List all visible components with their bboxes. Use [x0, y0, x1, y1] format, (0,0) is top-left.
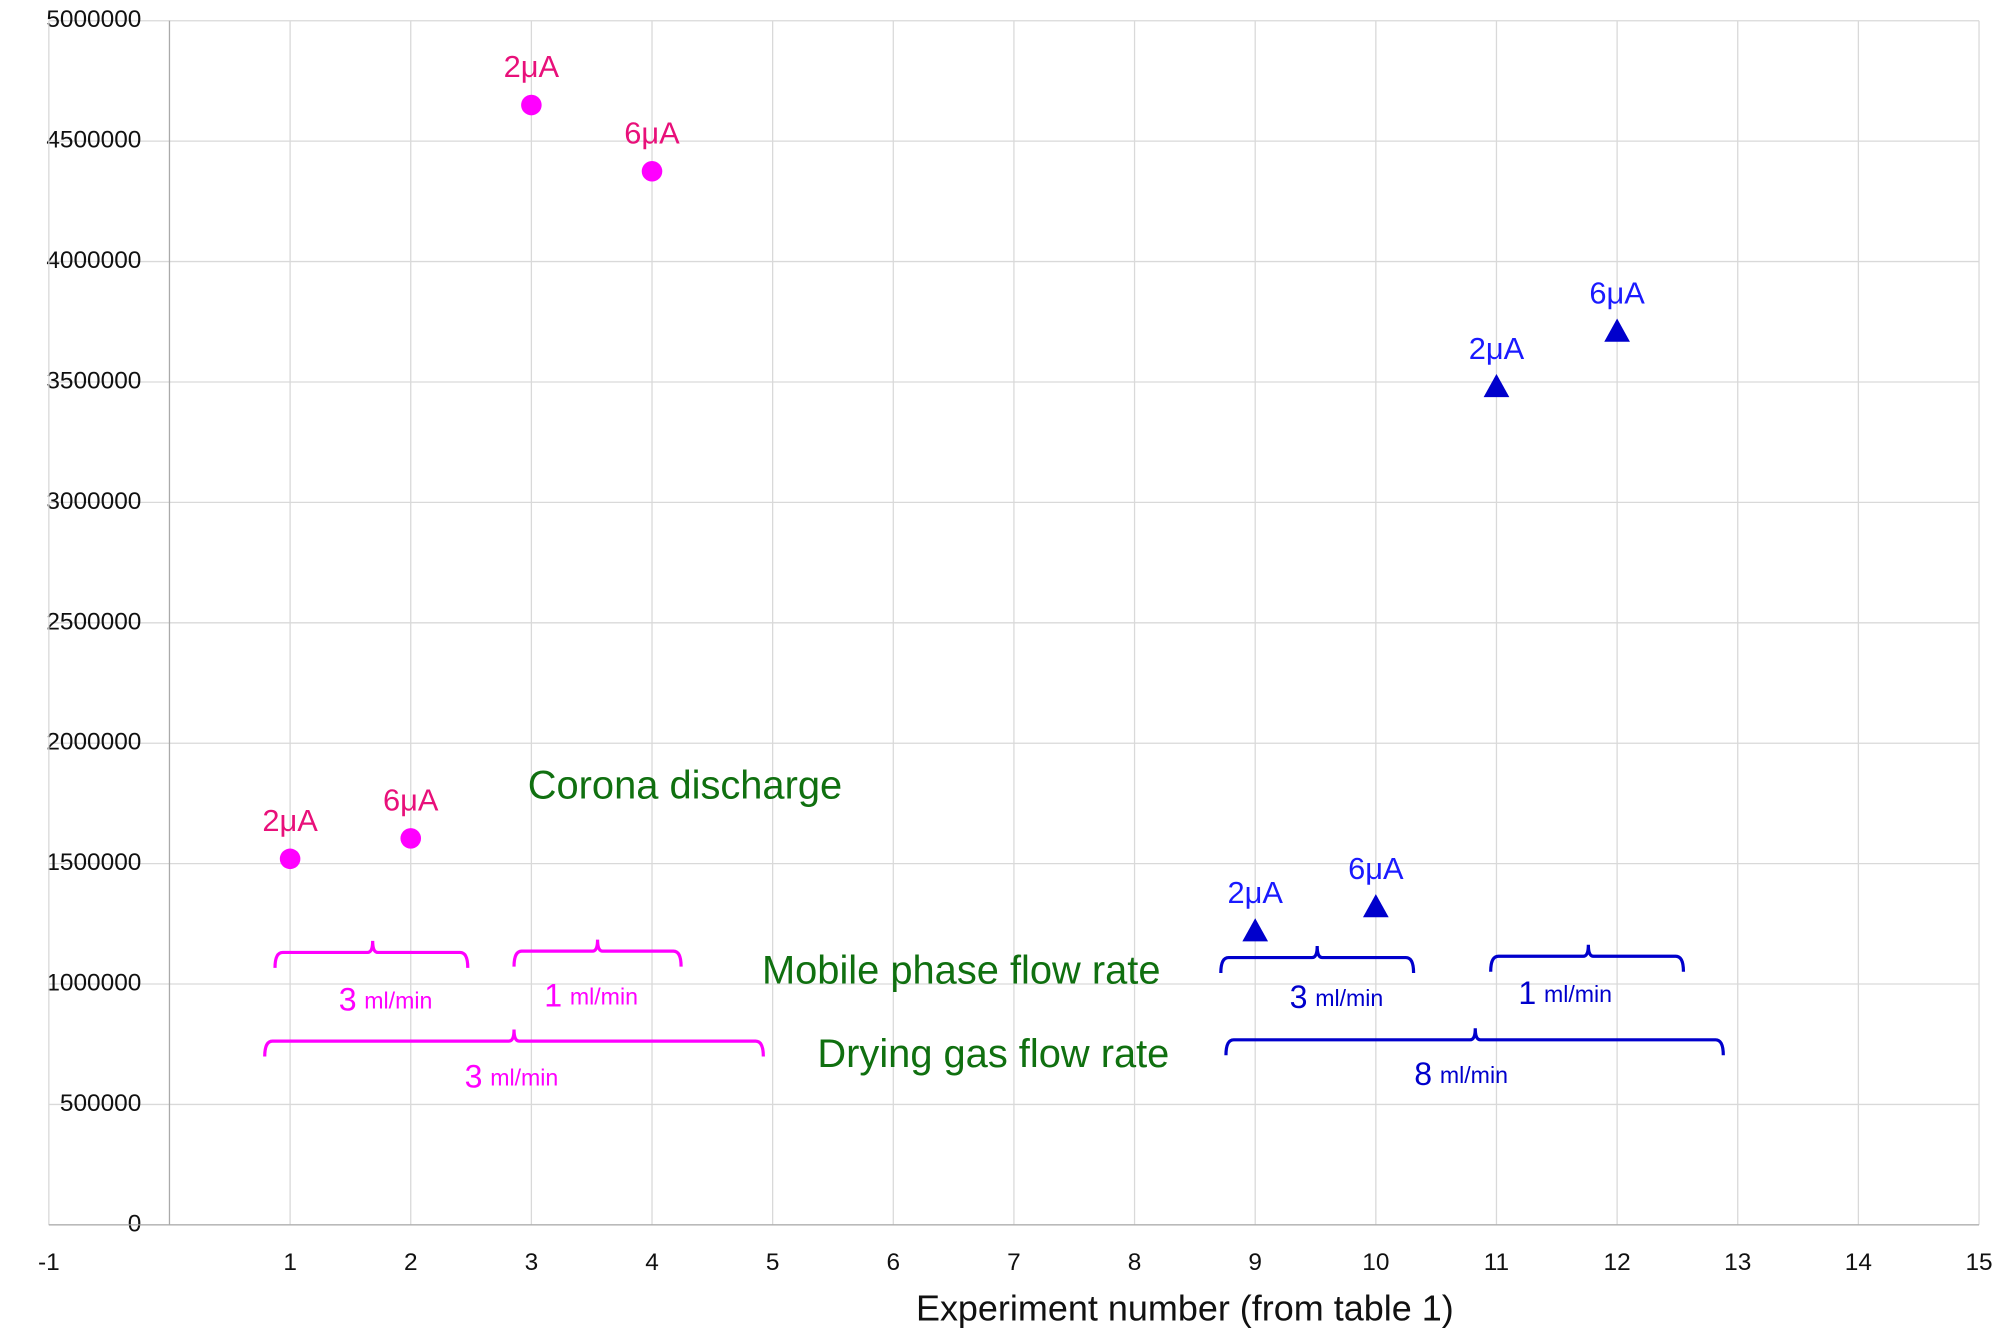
brace: [512, 939, 683, 967]
brace-label: 8 ml/min: [1414, 1057, 1508, 1093]
x-tick-label: 10: [1362, 1249, 1389, 1276]
y-tick-label: 3000000: [46, 488, 141, 515]
brace: [1489, 944, 1686, 972]
point-label: 6μA: [1589, 276, 1645, 311]
triangle-marker: [1483, 373, 1510, 398]
brace-label: 3 ml/min: [1290, 979, 1384, 1015]
x-tick-label: 6: [886, 1249, 900, 1276]
point-label: 6μA: [1348, 851, 1404, 886]
y-tick-label: 5000000: [46, 6, 141, 33]
brace-label: 1 ml/min: [544, 978, 638, 1014]
x-axis-label: Experiment number (from table 1): [916, 1287, 1454, 1328]
point-label: 6μA: [624, 115, 680, 150]
circle-marker: [641, 160, 663, 182]
circle-marker: [400, 828, 422, 849]
y-tick-label: 4500000: [46, 127, 141, 154]
brace-label: 1 ml/min: [1518, 976, 1612, 1012]
x-tick-label: -1: [38, 1249, 60, 1276]
y-tick-label: 0: [128, 1210, 142, 1237]
x-tick-label: 3: [525, 1249, 539, 1276]
circle-marker: [521, 94, 542, 116]
brace-number: 8: [1414, 1057, 1432, 1093]
triangle-marker: [1362, 894, 1389, 918]
brace: [263, 1029, 765, 1057]
y-tick-label: 2500000: [46, 608, 141, 635]
annotation: Mobile phase flow rate: [762, 949, 1161, 993]
x-tick-label: 5: [766, 1249, 780, 1276]
x-tick-label: 1: [283, 1249, 297, 1276]
y-tick-label: 4000000: [46, 247, 141, 274]
brace-number: 3: [465, 1059, 483, 1095]
x-tick-label: 9: [1248, 1249, 1262, 1276]
circle-marker: [279, 848, 301, 870]
brace: [273, 940, 470, 968]
brace-unit: ml/min: [1440, 1062, 1508, 1088]
x-tick-label: 2: [404, 1249, 418, 1276]
brace-number: 1: [1518, 976, 1536, 1012]
x-tick-label: 7: [1007, 1249, 1021, 1276]
triangle-marker: [1604, 318, 1630, 342]
brace-number: 3: [1290, 979, 1308, 1015]
x-tick-label: 8: [1128, 1249, 1142, 1276]
y-tick-label: 1500000: [46, 849, 141, 876]
brace-unit: ml/min: [1315, 985, 1383, 1011]
brace-label: 3 ml/min: [339, 982, 433, 1018]
brace-number: 1: [544, 978, 562, 1014]
x-tick-label: 15: [1965, 1249, 1992, 1276]
triangle-marker: [1242, 918, 1269, 942]
y-tick-label: 2000000: [46, 729, 141, 756]
point-label: 2μA: [1469, 331, 1525, 366]
annotation: Drying gas flow rate: [817, 1032, 1169, 1076]
y-tick-label: 1000000: [46, 969, 141, 996]
brace-unit: ml/min: [570, 984, 638, 1010]
x-tick-label: 11: [1484, 1249, 1509, 1276]
annotation: Corona discharge: [528, 763, 842, 807]
brace-label: 3 ml/min: [465, 1059, 559, 1095]
point-label: 2μA: [1227, 875, 1283, 910]
y-tick-label: 3500000: [46, 367, 141, 394]
x-tick-label: 14: [1845, 1249, 1872, 1276]
point-label: 2μA: [504, 49, 560, 84]
point-label: 2μA: [262, 803, 318, 838]
x-tick-label: 13: [1724, 1249, 1751, 1276]
brace-unit: ml/min: [1544, 981, 1612, 1007]
point-label: 6μA: [383, 783, 439, 818]
brace: [1224, 1028, 1725, 1056]
brace-number: 3: [339, 982, 357, 1018]
brace-unit: ml/min: [364, 988, 432, 1014]
brace-unit: ml/min: [490, 1065, 558, 1091]
brace: [1219, 945, 1416, 974]
y-tick-label: 500000: [60, 1090, 141, 1117]
x-tick-label: 4: [645, 1249, 659, 1276]
x-tick-label: 12: [1604, 1249, 1631, 1276]
